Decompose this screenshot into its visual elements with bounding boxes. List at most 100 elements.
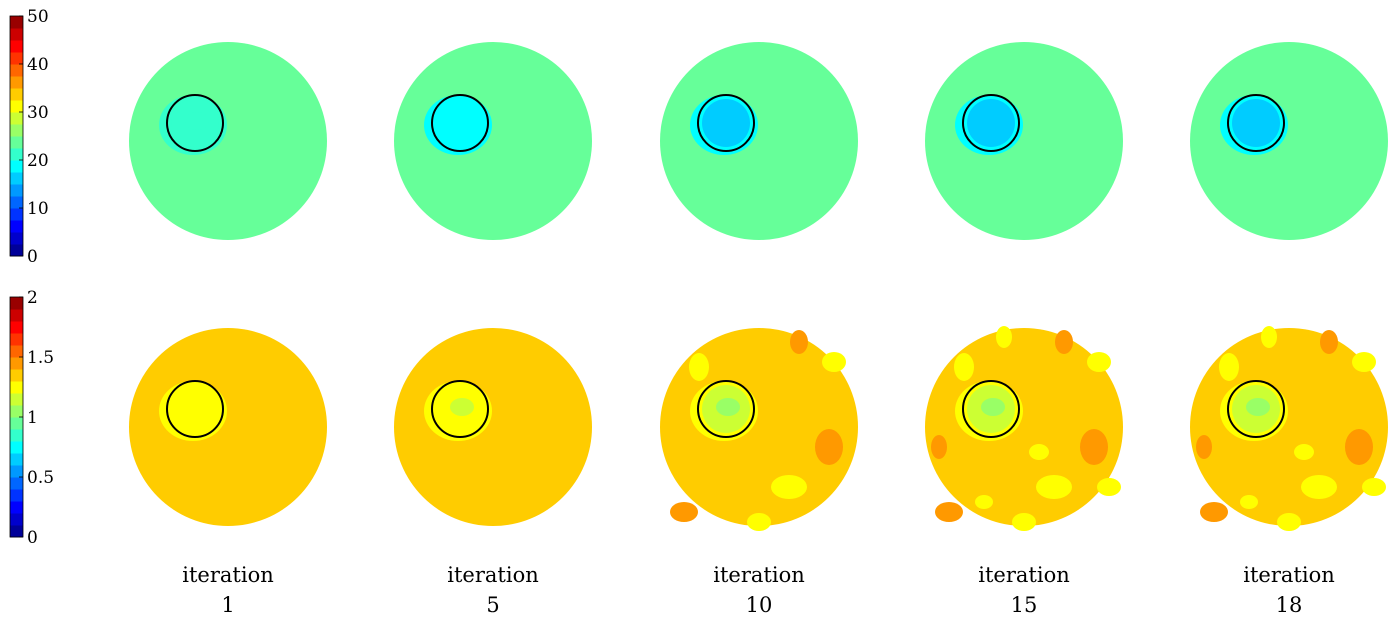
colorbar-tick-label: 1	[27, 408, 38, 428]
true-inclusion-outline	[166, 380, 224, 438]
true-inclusion-outline	[431, 380, 489, 438]
true-inclusion-outline	[166, 94, 224, 152]
domain-background	[1190, 42, 1388, 240]
colorbar-tick-label: 20	[27, 151, 49, 171]
true-inclusion-outline	[962, 380, 1020, 438]
reconstruction-panel	[129, 42, 327, 240]
colorbar-tick-label: 40	[27, 55, 49, 75]
artifact-blob	[1320, 330, 1338, 354]
artifact-blob	[1261, 326, 1277, 348]
domain-background	[1190, 328, 1388, 526]
inclusion-core	[1246, 112, 1270, 130]
artifact-blob	[935, 502, 963, 522]
artifact-blob	[1345, 429, 1373, 465]
inclusion-core	[1246, 398, 1270, 416]
inclusion-core	[185, 398, 209, 416]
true-inclusion-outline	[1227, 94, 1285, 152]
artifact-blob	[1277, 513, 1301, 531]
colorbar-segment	[10, 16, 23, 29]
reconstruction-panel	[1190, 326, 1388, 531]
colorbar-segment	[10, 369, 23, 382]
artifact-blob	[747, 513, 771, 531]
reconstruction-panel	[925, 42, 1123, 240]
iteration-word: iteration	[182, 563, 274, 587]
colorbar-segment	[10, 333, 23, 346]
reconstruction-panel	[129, 328, 327, 526]
colorbar-segment	[10, 525, 23, 538]
iteration-label-18: iteration 18	[1189, 560, 1389, 620]
colorbar-segment	[10, 64, 23, 77]
iteration-word: iteration	[447, 563, 539, 587]
true-inclusion-outline	[962, 94, 1020, 152]
colorbar-segment	[10, 405, 23, 418]
colorbar-segment	[10, 453, 23, 466]
artifact-blob	[975, 495, 993, 509]
domain-background	[925, 328, 1123, 526]
colorbar-segment	[10, 465, 23, 478]
artifact-blob	[771, 475, 807, 499]
inclusion-core	[716, 112, 740, 130]
artifact-blob	[1097, 478, 1121, 496]
reconstruction-panel	[660, 42, 858, 240]
colorbar-segment	[10, 220, 23, 233]
colorbar-segment	[10, 28, 23, 41]
colorbar-segment	[10, 184, 23, 197]
colorbar-segment	[10, 513, 23, 526]
colorbar-segment	[10, 441, 23, 454]
colorbar-segment	[10, 76, 23, 89]
iteration-label-10: iteration 10	[659, 560, 859, 620]
colorbar-segment	[10, 136, 23, 149]
colorbar-segment	[10, 40, 23, 53]
artifact-blob	[1240, 495, 1258, 509]
colorbar-segment	[10, 501, 23, 514]
colorbar-segment	[10, 172, 23, 185]
colorbar-tick-label: 50	[27, 7, 49, 27]
inclusion-core	[185, 112, 209, 130]
artifact-blob	[790, 330, 808, 354]
colorbar-segment	[10, 297, 23, 310]
colorbar-tick-label: 0	[27, 247, 38, 267]
inclusion-core	[450, 398, 474, 416]
colorbar-segment	[10, 309, 23, 322]
colorbar-frame	[9, 15, 24, 257]
colorbar-tick-label: 10	[27, 199, 49, 219]
reconstruction-panel	[660, 328, 858, 531]
colorbar-segment	[10, 196, 23, 209]
colorbar-segment	[10, 100, 23, 113]
domain-background	[129, 328, 327, 526]
colorbar-tick-label: 2	[27, 288, 38, 308]
inclusion-core	[716, 398, 740, 416]
domain-background	[394, 42, 592, 240]
colorbar-segment	[10, 148, 23, 161]
iteration-number: 10	[745, 593, 773, 617]
colorbar-segment	[10, 244, 23, 257]
artifact-blob	[1087, 352, 1111, 372]
true-inclusion-outline	[697, 94, 755, 152]
colorbar-segment	[10, 112, 23, 125]
colorbar-segment	[10, 52, 23, 65]
artifact-blob	[1196, 435, 1212, 459]
iteration-label-1: iteration 1	[128, 560, 328, 620]
artifact-blob	[1012, 513, 1036, 531]
colorbar-segment	[10, 477, 23, 490]
colorbar-segment	[10, 393, 23, 406]
colorbar-tick-label: 0.5	[27, 468, 54, 488]
artifact-blob	[815, 429, 843, 465]
artifact-blob	[1362, 478, 1386, 496]
colorbar-segment	[10, 345, 23, 358]
colorbar-segment	[10, 381, 23, 394]
reconstruction-panel	[1190, 42, 1388, 240]
domain-background	[129, 42, 327, 240]
colorbar-segment	[10, 321, 23, 334]
artifact-blob	[1219, 353, 1239, 381]
artifact-blob	[1294, 444, 1314, 460]
iteration-word: iteration	[713, 563, 805, 587]
colorbar-segment	[10, 417, 23, 430]
colorbar-segment	[10, 208, 23, 221]
colorbar-segment	[10, 489, 23, 502]
domain-background	[394, 328, 592, 526]
artifact-blob	[1200, 502, 1228, 522]
domain-background	[660, 328, 858, 526]
inclusion-core	[450, 112, 474, 130]
domain-background	[925, 42, 1123, 240]
